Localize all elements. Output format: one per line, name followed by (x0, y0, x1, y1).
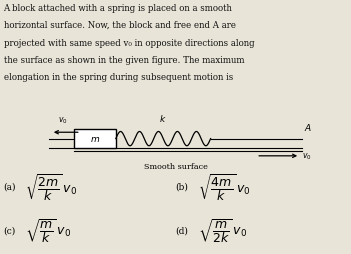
Text: $\sqrt{\dfrac{m}{2k}}\,v_0$: $\sqrt{\dfrac{m}{2k}}\,v_0$ (198, 216, 248, 244)
Text: $\sqrt{\dfrac{2m}{k}}\,v_0$: $\sqrt{\dfrac{2m}{k}}\,v_0$ (25, 171, 78, 202)
Text: $\sqrt{\dfrac{4m}{k}}\,v_0$: $\sqrt{\dfrac{4m}{k}}\,v_0$ (198, 171, 251, 202)
Text: (c): (c) (4, 225, 16, 234)
Text: $A$: $A$ (304, 121, 312, 132)
Text: projected with same speed v₀ in opposite directions along: projected with same speed v₀ in opposite… (4, 38, 254, 47)
Text: A block attached with a spring is placed on a smooth: A block attached with a spring is placed… (4, 4, 232, 13)
Text: $k$: $k$ (159, 112, 167, 123)
Text: (b): (b) (176, 182, 188, 191)
Text: $v_0$: $v_0$ (302, 151, 311, 162)
Text: $v_0$: $v_0$ (58, 115, 68, 125)
Text: Smooth surface: Smooth surface (144, 163, 207, 170)
Text: horizontal surface. Now, the block and free end A are: horizontal surface. Now, the block and f… (4, 21, 236, 30)
Text: (a): (a) (4, 182, 16, 191)
Text: (d): (d) (176, 225, 188, 234)
Text: the surface as shown in the given figure. The maximum: the surface as shown in the given figure… (4, 56, 244, 65)
Text: $\sqrt{\dfrac{m}{k}}\,v_0$: $\sqrt{\dfrac{m}{k}}\,v_0$ (25, 216, 72, 244)
FancyBboxPatch shape (74, 130, 116, 149)
Text: $m$: $m$ (90, 135, 100, 144)
Text: elongation in the spring during subsequent motion is: elongation in the spring during subseque… (4, 73, 233, 82)
